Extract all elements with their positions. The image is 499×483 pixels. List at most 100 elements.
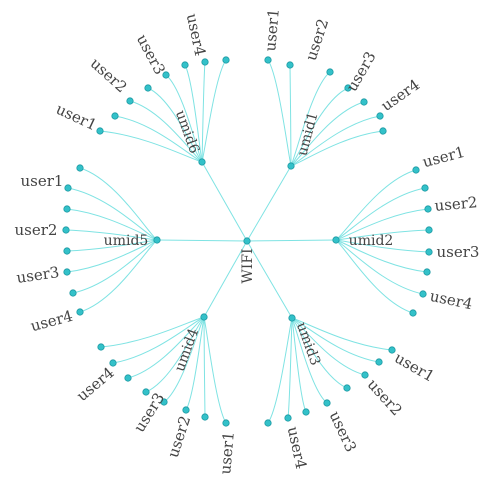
edge-umid4-leaf-0 xyxy=(203,316,227,424)
leaf-node-umid5-3 xyxy=(62,226,70,234)
edge-umid6-leaf-1 xyxy=(114,115,203,163)
tree-edges xyxy=(65,59,430,424)
leaf-node-umid4-3 xyxy=(160,398,168,406)
leaf-node-umid4-4 xyxy=(142,388,150,396)
edge-umid4-leaf-3 xyxy=(163,316,205,403)
leaf-node-umid1-1 xyxy=(286,61,294,69)
edge-umid2-leaf-3 xyxy=(335,229,430,241)
edge-umid6-leaf-3 xyxy=(147,87,203,163)
leaf-node-umid4-7 xyxy=(97,343,105,351)
leaf-node-umid5-2 xyxy=(63,205,71,213)
edge-umid1-leaf-4 xyxy=(290,101,365,167)
leaf-label-umid3-user3: user3 xyxy=(326,408,360,455)
leaf-label-umid4-user4: user4 xyxy=(73,364,117,405)
leaf-node-umid6-5 xyxy=(181,61,189,69)
leaf-node-umid4-1 xyxy=(201,413,209,421)
leaf-label-umid3-user1: user1 xyxy=(391,349,437,386)
hub-label-umid5: umid5 xyxy=(104,233,149,249)
leaf-node-umid2-6 xyxy=(419,290,427,298)
leaf-label-umid6-user2: user2 xyxy=(87,54,131,96)
edge-umid5-leaf-6 xyxy=(72,239,158,294)
edge-umid5-leaf-4 xyxy=(66,239,158,252)
edge-umid4-leaf-6 xyxy=(112,316,205,364)
leaf-node-umid3-7 xyxy=(264,419,272,427)
edge-umid1-leaf-6 xyxy=(290,130,384,167)
leaf-label-umid5-user3: user3 xyxy=(15,263,60,287)
edge-umid3-leaf-6 xyxy=(287,317,293,419)
edge-root-to-umid6 xyxy=(201,161,248,242)
leaf-node-umid2-0 xyxy=(412,166,420,174)
edge-umid2-leaf-4 xyxy=(335,239,430,253)
edge-umid1-leaf-1 xyxy=(289,64,292,167)
leaf-node-umid5-0 xyxy=(76,164,84,172)
leaf-node-umid4-6 xyxy=(109,359,117,367)
edge-umid1-leaf-0 xyxy=(267,59,292,167)
leaf-label-umid2-user4: user4 xyxy=(428,287,474,314)
edge-umid3-leaf-4 xyxy=(291,317,328,404)
edge-root-to-umid5 xyxy=(156,239,248,242)
leaf-node-umid1-3 xyxy=(344,84,352,92)
leaf-node-umid2-7 xyxy=(409,309,417,317)
leaf-node-umid3-3 xyxy=(343,384,351,392)
edge-umid2-leaf-5 xyxy=(335,239,428,273)
hub-node-umid5 xyxy=(153,236,161,244)
leaf-label-umid5-user1: user1 xyxy=(21,172,64,190)
leaf-label-umid1-user2: user2 xyxy=(302,16,332,62)
edge-umid5-leaf-3 xyxy=(65,229,158,241)
tree-nodes xyxy=(62,56,433,427)
leaf-node-umid6-6 xyxy=(201,58,209,66)
leaf-node-umid6-4 xyxy=(162,71,170,79)
leaf-node-umid3-5 xyxy=(302,408,310,416)
leaf-node-umid2-1 xyxy=(421,184,429,192)
leaf-node-umid6-2 xyxy=(126,97,134,105)
edge-umid2-leaf-1 xyxy=(335,187,426,241)
edge-umid5-leaf-5 xyxy=(66,239,158,273)
leaf-label-umid1-user3: user3 xyxy=(343,48,380,94)
edge-umid4-leaf-1 xyxy=(203,316,206,418)
leaf-node-umid3-6 xyxy=(284,414,292,422)
leaf-node-umid6-0 xyxy=(96,127,104,135)
edge-root-to-umid2 xyxy=(246,239,337,242)
edge-root-to-umid4 xyxy=(203,240,248,318)
leaf-node-umid6-7 xyxy=(222,56,230,64)
leaf-label-umid3-user2: user2 xyxy=(364,375,406,419)
leaf-label-umid2-user2: user2 xyxy=(434,193,478,215)
leaf-node-umid1-6 xyxy=(379,127,387,135)
edge-umid6-leaf-6 xyxy=(201,61,206,163)
hub-label-umid4: umid4 xyxy=(172,326,202,374)
edge-umid2-leaf-2 xyxy=(335,208,429,241)
leaf-node-umid5-7 xyxy=(76,308,84,316)
leaf-node-umid3-1 xyxy=(375,358,383,366)
hub-node-umid3 xyxy=(288,314,296,322)
leaf-label-umid5-user4: user4 xyxy=(29,307,75,336)
hub-node-umid6 xyxy=(198,158,206,166)
leaf-node-umid6-3 xyxy=(144,84,152,92)
edge-umid3-leaf-5 xyxy=(291,317,307,413)
edge-umid4-leaf-5 xyxy=(127,316,205,379)
leaf-label-umid6-user1: user1 xyxy=(53,100,100,134)
leaf-label-umid5-user2: user2 xyxy=(15,221,58,239)
leaf-node-umid4-0 xyxy=(222,419,230,427)
edge-umid2-leaf-0 xyxy=(335,169,417,241)
edge-umid6-leaf-2 xyxy=(129,100,203,163)
edge-umid6-leaf-7 xyxy=(201,59,227,163)
leaf-label-umid6-user3: user3 xyxy=(133,31,169,77)
edge-umid5-leaf-7 xyxy=(79,239,158,313)
leaf-label-umid2-user3: user3 xyxy=(437,243,480,261)
leaf-node-umid5-5 xyxy=(63,268,71,276)
leaf-node-umid4-5 xyxy=(124,374,132,382)
hub-node-umid4 xyxy=(200,313,208,321)
leaf-label-umid6-user4: user4 xyxy=(183,12,210,58)
leaf-label-umid1-user1: user1 xyxy=(261,8,283,52)
edge-umid4-leaf-2 xyxy=(185,316,205,411)
edge-root-to-umid3 xyxy=(246,240,293,319)
edge-umid3-leaf-0 xyxy=(291,317,393,351)
leaf-node-umid1-4 xyxy=(360,98,368,106)
edge-umid6-leaf-4 xyxy=(165,74,203,163)
leaf-node-umid3-0 xyxy=(388,346,396,354)
leaf-node-umid5-6 xyxy=(69,289,77,297)
edge-umid3-leaf-3 xyxy=(291,317,348,389)
leaf-label-umid3-user4: user4 xyxy=(284,425,311,471)
edge-umid6-leaf-0 xyxy=(99,130,203,163)
